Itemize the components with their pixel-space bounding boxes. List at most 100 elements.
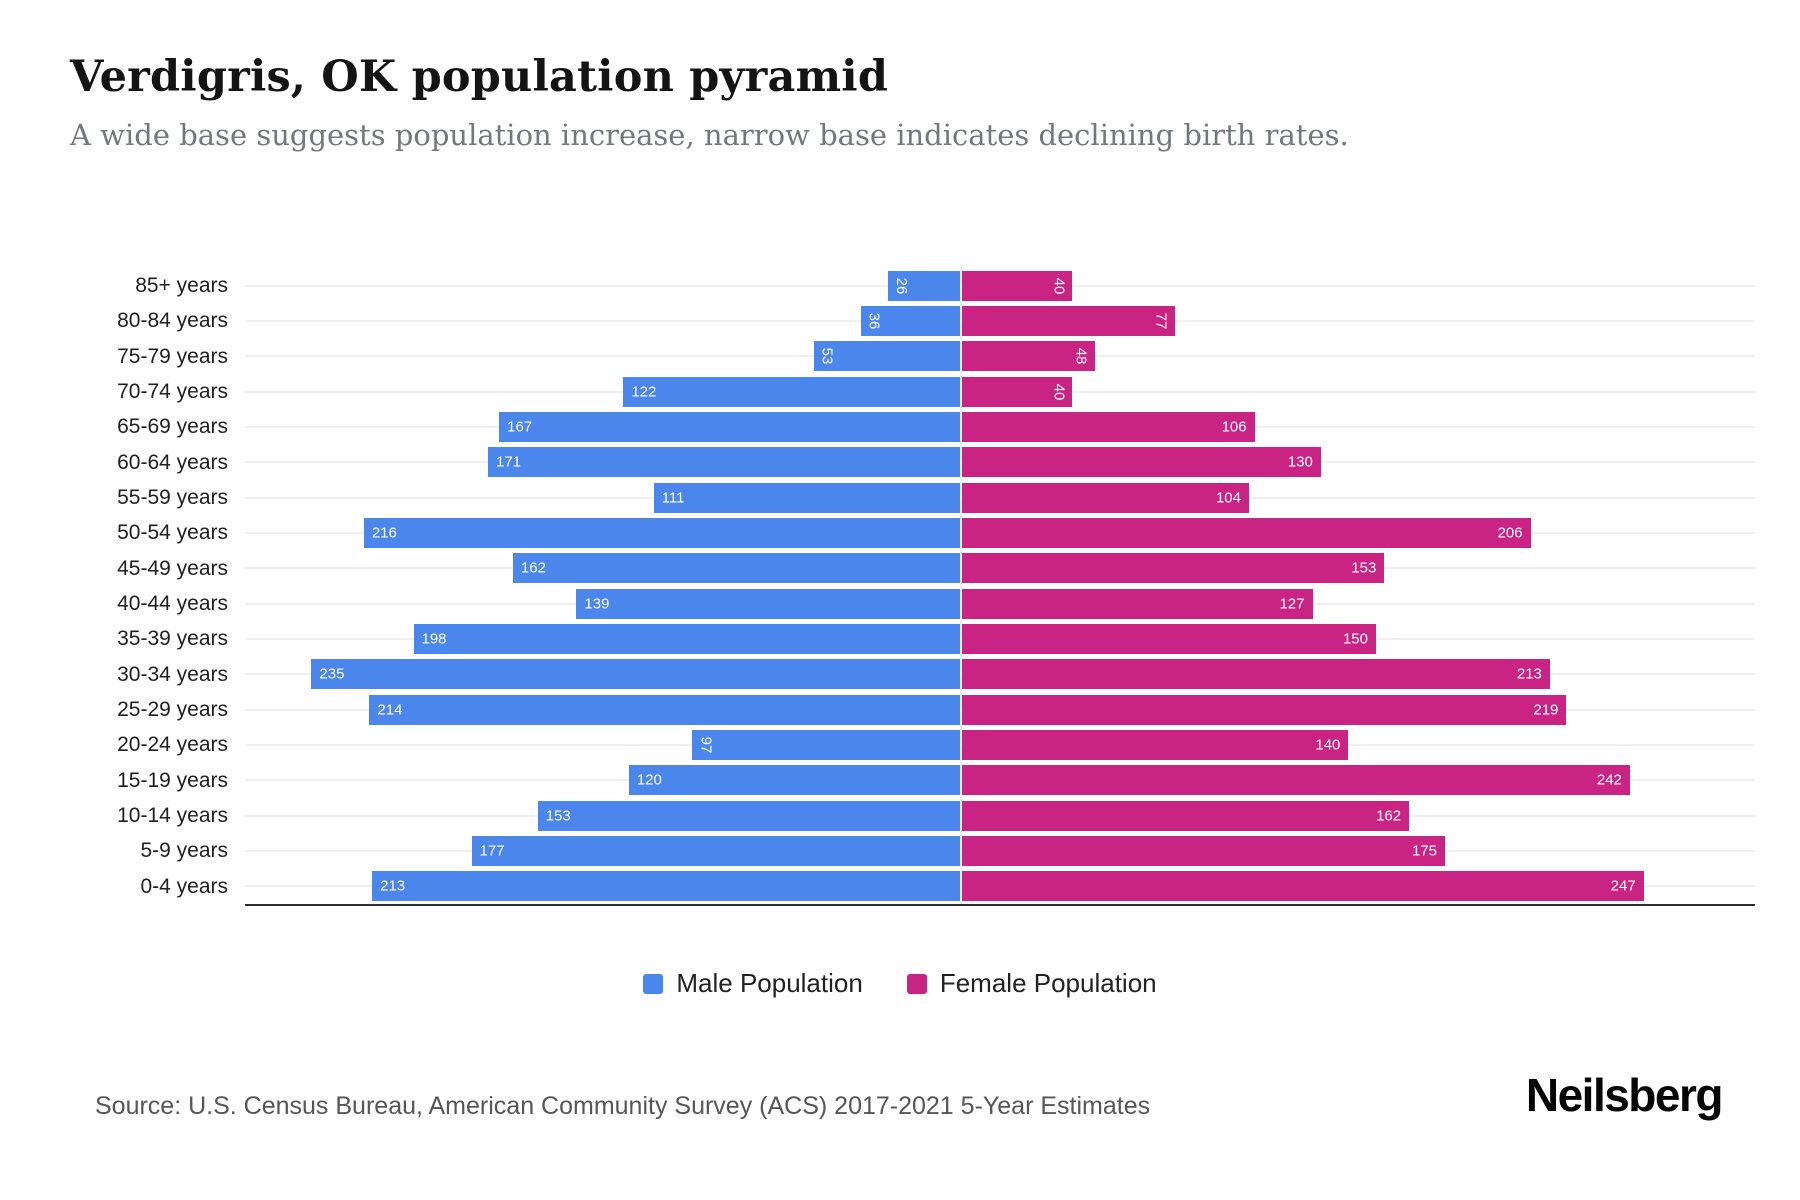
bar-value-label: 235 xyxy=(319,665,345,683)
bar-value-label: 153 xyxy=(1351,559,1377,577)
bar-value-label: 167 xyxy=(507,418,533,436)
female-bar-10-14-years: 162 xyxy=(962,800,1410,831)
age-group-label: 55-59 years xyxy=(117,486,228,509)
bar-value-label: 216 xyxy=(371,524,397,542)
bar-value-label: 97 xyxy=(697,736,715,754)
male-bar-25-29-years: 214 xyxy=(369,694,960,725)
male-bar-0-4-years: 213 xyxy=(372,871,960,902)
center-divider-line xyxy=(960,268,962,904)
age-group-label: 70-74 years xyxy=(117,380,228,403)
legend: Male Population Female Population xyxy=(0,968,1800,999)
bar-value-label: 122 xyxy=(631,383,657,401)
bar-value-label: 247 xyxy=(1610,877,1636,895)
bar-value-label: 150 xyxy=(1342,630,1368,648)
legend-label-female: Female Population xyxy=(939,968,1157,998)
bar-value-label: 213 xyxy=(1516,665,1542,683)
age-group-label: 5-9 years xyxy=(140,839,228,863)
age-group-label: 25-29 years xyxy=(117,698,228,721)
bar-value-label: 219 xyxy=(1533,701,1559,719)
bar-value-label: 120 xyxy=(636,771,662,789)
male-bar-5-9-years: 177 xyxy=(471,835,960,866)
bar-value-label: 26 xyxy=(893,277,911,295)
bar-value-label: 111 xyxy=(661,489,685,507)
male-bar-70-74-years: 122 xyxy=(623,376,960,407)
age-group-label: 30-34 years xyxy=(117,662,228,686)
bar-value-label: 127 xyxy=(1279,595,1305,613)
bar-value-label: 139 xyxy=(584,595,610,613)
male-bar-35-39-years: 198 xyxy=(413,624,960,654)
bar-value-label: 198 xyxy=(421,630,447,648)
bar-value-label: 162 xyxy=(520,559,546,577)
age-group-label: 60-64 years xyxy=(117,450,228,474)
female-bar-60-64-years: 130 xyxy=(962,447,1321,478)
female-bar-40-44-years: 127 xyxy=(962,588,1313,619)
male-bar-80-84-years: 36 xyxy=(860,306,960,336)
male-bar-45-49-years: 162 xyxy=(512,553,960,584)
bar-value-label: 130 xyxy=(1287,453,1313,471)
female-bar-50-54-years: 206 xyxy=(962,518,1531,548)
bar-value-label: 140 xyxy=(1315,736,1341,754)
male-swatch-icon xyxy=(643,973,664,994)
male-bar-75-79-years: 53 xyxy=(813,341,960,372)
legend-label-male: Male Population xyxy=(676,968,863,998)
bar-value-label: 175 xyxy=(1411,842,1437,860)
female-bar-30-34-years: 213 xyxy=(962,659,1550,690)
female-bar-75-79-years: 48 xyxy=(962,341,1095,372)
age-group-label: 45-49 years xyxy=(117,556,228,580)
male-bar-15-19-years: 120 xyxy=(628,765,960,796)
bar-value-label: 53 xyxy=(818,347,836,365)
female-bar-25-29-years: 219 xyxy=(962,694,1567,725)
male-bar-55-59-years: 111 xyxy=(653,482,960,513)
female-bar-55-59-years: 104 xyxy=(962,482,1249,513)
age-group-label: 40-44 years xyxy=(117,592,228,615)
bar-value-label: 177 xyxy=(479,842,505,860)
x-axis-baseline xyxy=(245,904,1755,906)
age-group-label: 50-54 years xyxy=(117,521,228,545)
male-bar-65-69-years: 167 xyxy=(499,412,960,442)
female-bar-0-4-years: 247 xyxy=(962,871,1644,902)
male-bar-60-64-years: 171 xyxy=(488,447,960,478)
male-bar-10-14-years: 153 xyxy=(537,800,960,831)
age-group-label: 75-79 years xyxy=(117,344,228,368)
female-bar-85+-years: 40 xyxy=(962,270,1073,301)
legend-item-female: Female Population xyxy=(906,968,1157,999)
bar-value-label: 162 xyxy=(1376,807,1402,825)
male-bar-20-24-years: 97 xyxy=(692,730,960,760)
bar-value-label: 214 xyxy=(377,701,403,719)
male-bar-85+-years: 26 xyxy=(888,270,960,301)
age-group-label: 85+ years xyxy=(135,274,228,297)
source-attribution: Source: U.S. Census Bureau, American Com… xyxy=(95,1092,1151,1120)
age-group-label: 80-84 years xyxy=(117,309,228,333)
chart-subtitle: A wide base suggests population increase… xyxy=(70,118,1349,152)
bar-value-label: 206 xyxy=(1497,524,1523,542)
bar-value-label: 213 xyxy=(380,877,406,895)
female-bar-35-39-years: 150 xyxy=(962,624,1376,654)
female-bar-5-9-years: 175 xyxy=(962,835,1445,866)
chart-title: Verdigris, OK population pyramid xyxy=(70,52,889,102)
male-bar-30-34-years: 235 xyxy=(311,659,960,690)
bar-value-label: 104 xyxy=(1215,489,1241,507)
male-bar-50-54-years: 216 xyxy=(363,518,960,548)
female-bar-80-84-years: 77 xyxy=(962,306,1175,336)
bar-value-label: 36 xyxy=(865,312,883,330)
female-bar-65-69-years: 106 xyxy=(962,412,1255,442)
age-group-label: 20-24 years xyxy=(117,733,228,757)
age-group-label: 15-19 years xyxy=(117,768,228,792)
brand-logo: Neilsberg xyxy=(1525,1069,1724,1121)
female-swatch-icon xyxy=(906,973,927,994)
female-bar-20-24-years: 140 xyxy=(962,730,1349,760)
female-bar-15-19-years: 242 xyxy=(962,765,1630,796)
bar-value-label: 171 xyxy=(496,453,522,471)
female-bar-45-49-years: 153 xyxy=(962,553,1385,584)
male-bar-40-44-years: 139 xyxy=(576,588,960,619)
bar-value-label: 153 xyxy=(545,807,571,825)
age-group-label: 65-69 years xyxy=(117,415,228,439)
age-group-label: 35-39 years xyxy=(117,627,228,651)
bar-value-label: 48 xyxy=(1072,347,1090,365)
population-pyramid-chart: 85+ years 26 40 80-84 years 36 77 75-79 years 5… xyxy=(0,268,1800,904)
bar-value-label: 40 xyxy=(1050,277,1068,295)
female-bar-70-74-years: 40 xyxy=(962,376,1073,407)
legend-item-male: Male Population xyxy=(643,968,863,999)
bar-value-label: 242 xyxy=(1596,771,1622,789)
